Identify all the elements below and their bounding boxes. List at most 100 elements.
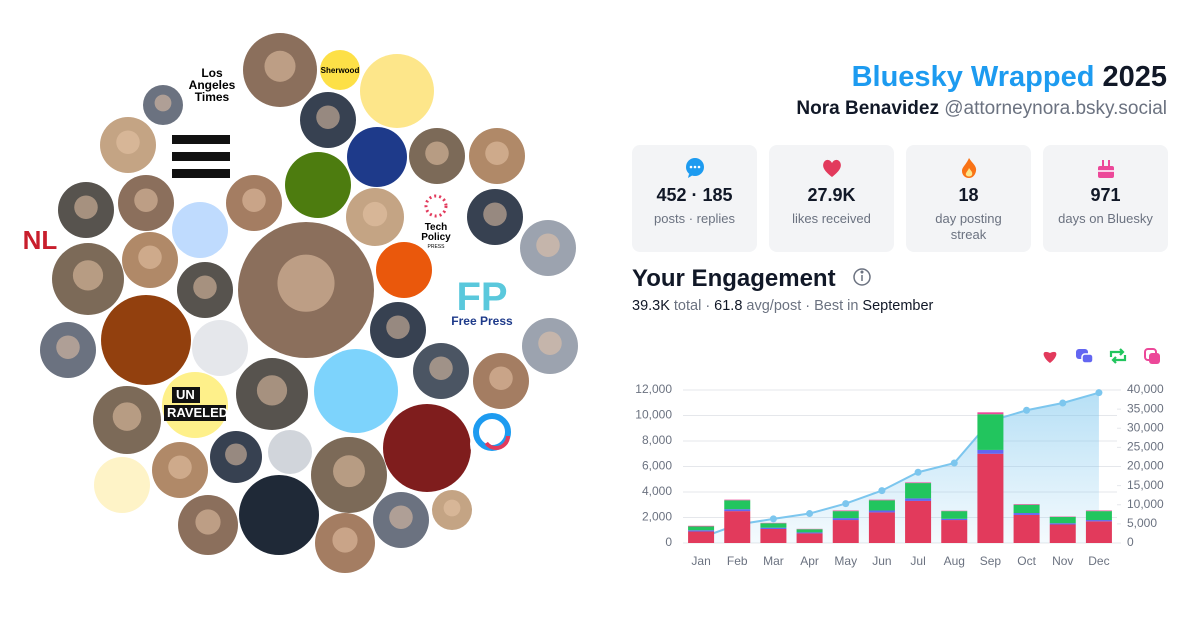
- avatar-face: [134, 188, 158, 212]
- logo-nl: NL: [23, 225, 58, 255]
- avatar-face: [193, 275, 217, 299]
- avatar-face: [138, 245, 162, 269]
- bar-segment: [1013, 504, 1040, 514]
- avatar-face: [277, 254, 335, 312]
- avatar-face: [56, 335, 80, 359]
- summary-part: avg/post ·: [746, 298, 811, 314]
- stat-label: likes received: [792, 211, 871, 226]
- logo-la-times: Los Angeles Times: [189, 66, 236, 104]
- avatar: [314, 349, 398, 433]
- section-title: Your Engagement: [632, 265, 836, 292]
- line-point: [1059, 399, 1067, 407]
- avatar-face: [242, 188, 266, 212]
- logo-stripes: [172, 135, 230, 178]
- bar-segment: [1013, 513, 1040, 515]
- line-point: [1023, 406, 1031, 414]
- x-tick-label: Apr: [800, 554, 819, 568]
- legend-icon: [1109, 348, 1127, 364]
- bar-segment: [1085, 520, 1112, 522]
- avatar-face: [386, 315, 410, 339]
- avatar-face: [429, 356, 453, 380]
- avatar-face: [225, 443, 247, 466]
- x-tick-label: May: [834, 554, 857, 568]
- y-tick-label: 2,000: [642, 510, 672, 524]
- info-icon: [853, 268, 871, 286]
- avatar-face: [264, 50, 296, 82]
- line-point: [842, 500, 850, 508]
- avatar: [347, 127, 407, 187]
- x-tick-label: Jan: [691, 554, 710, 568]
- bar-segment: [1049, 524, 1076, 543]
- bar-segment: [941, 518, 968, 521]
- bar-segment: [977, 449, 1004, 454]
- y2-tick-label: 10,000: [1127, 497, 1164, 511]
- avatar-face: [489, 366, 513, 390]
- avatar-face: [443, 499, 461, 517]
- avatar-face: [316, 105, 340, 129]
- icon-cake: [1097, 160, 1114, 178]
- x-tick-label: Dec: [1088, 554, 1109, 568]
- user-name: Nora Benavidez: [796, 98, 939, 119]
- logo-tech-policy: Tech Policy PRESS: [421, 194, 451, 250]
- title-year: 2025: [1102, 61, 1167, 93]
- icon-chat: [685, 158, 704, 178]
- summary-part: total ·: [673, 298, 711, 314]
- y-tick-label: 4,000: [642, 484, 672, 498]
- bar-segment: [796, 532, 823, 534]
- bar-segment: [977, 414, 1004, 450]
- line-point: [806, 510, 814, 518]
- bar-segment: [1085, 511, 1112, 521]
- bar-segment: [724, 499, 751, 501]
- logo-text: UN: [176, 387, 195, 402]
- stat-value: 971: [1090, 185, 1121, 205]
- logo-text: Policy: [421, 232, 451, 243]
- x-tick-label: Aug: [944, 554, 965, 568]
- bar-segment: [760, 523, 787, 528]
- logo-text: Times: [195, 90, 230, 104]
- bar-segment: [941, 511, 968, 519]
- logo-ring: [482, 422, 510, 450]
- bar-segment: [724, 500, 751, 510]
- logo-sherwood: Sherwood: [321, 66, 360, 75]
- x-tick-label: Jun: [872, 554, 891, 568]
- avatar: [268, 430, 312, 474]
- avatar-face: [195, 509, 221, 535]
- icon-heart: [822, 159, 841, 177]
- bar-segment: [1013, 504, 1040, 505]
- y2-tick-label: 15,000: [1127, 478, 1164, 492]
- stat-label: day posting streak: [935, 211, 1002, 242]
- y2-tick-label: 25,000: [1127, 440, 1164, 454]
- legend-icon: [1149, 353, 1160, 364]
- summary: 39.3K total · 61.8 avg/post · Best in Septemb…: [632, 298, 937, 314]
- stat-value: 18: [958, 185, 979, 205]
- y-tick-label: 8,000: [642, 433, 672, 447]
- avatar-face: [256, 375, 288, 406]
- y2-tick-label: 0: [1127, 535, 1134, 549]
- y-tick-label: 0: [665, 535, 672, 549]
- avatar-face: [154, 94, 172, 112]
- avatar-face: [536, 233, 560, 257]
- line-point: [950, 459, 958, 467]
- logo-unraveled: UN RAVELED: [164, 387, 228, 421]
- avatar: [320, 50, 360, 90]
- bar-segment: [688, 526, 715, 531]
- bar-segment: [905, 483, 932, 499]
- line-point: [878, 487, 886, 495]
- y-tick-label: 12,000: [635, 382, 672, 396]
- logo-text: Tech: [425, 222, 448, 233]
- legend-icon: [1043, 351, 1057, 363]
- bar-segment: [977, 412, 1004, 415]
- logo-free-press: Free Press: [451, 314, 513, 328]
- stat-value: 452 · 185: [656, 185, 733, 205]
- bar-segment: [688, 530, 715, 532]
- legend-icon: [1081, 353, 1094, 364]
- bar-segment: [868, 510, 895, 513]
- x-tick-label: Jul: [910, 554, 925, 568]
- stat-card: 27.9K likes received: [769, 145, 894, 252]
- avatar: [383, 404, 471, 492]
- bar-segment: [796, 533, 823, 543]
- user: Nora Benavidez @attorneynora.bsky.social: [796, 98, 1167, 119]
- bar-segment: [941, 520, 968, 543]
- avatar: [172, 202, 228, 258]
- avatar-face: [483, 202, 507, 226]
